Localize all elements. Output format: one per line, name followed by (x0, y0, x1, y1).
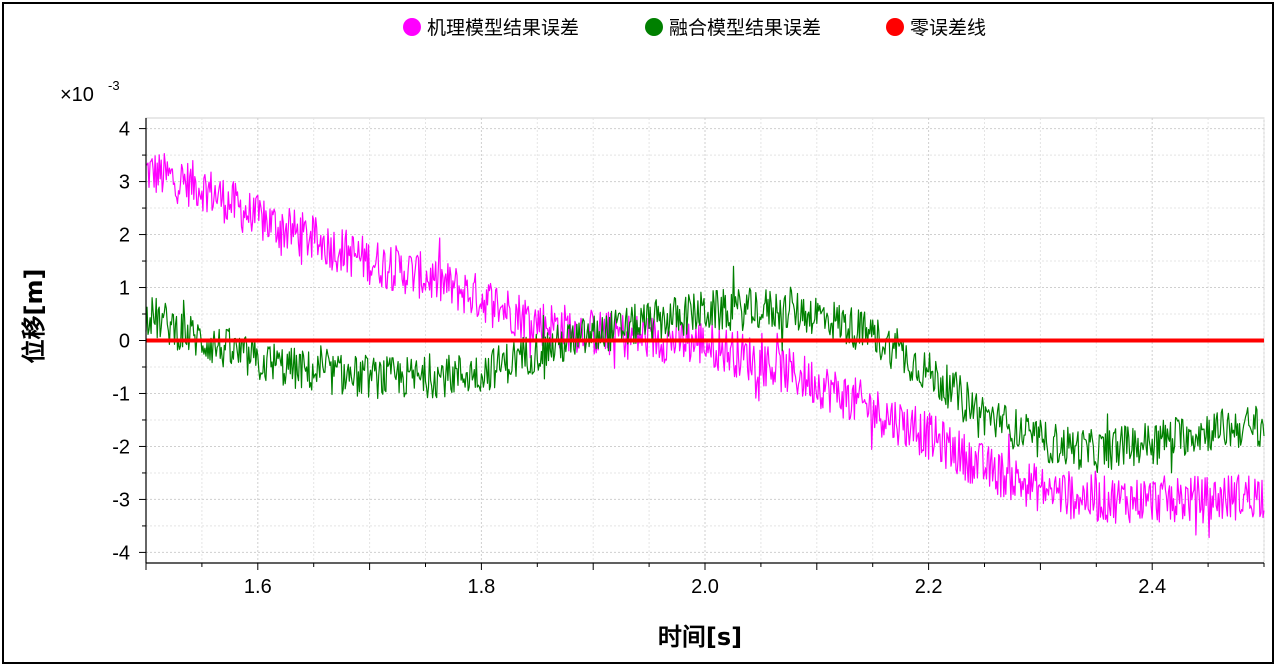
y-tick-label: 3 (119, 172, 130, 194)
legend-item-zero[interactable]: 零误差线 (886, 17, 986, 39)
legend: 机理模型结果误差 融合模型结果误差 零误差线 (403, 17, 986, 39)
legend-item-fusion[interactable]: 融合模型结果误差 (645, 17, 821, 39)
y-axis-title: 位移[m] (20, 269, 48, 364)
y-tick-label: 1 (119, 278, 130, 300)
x-axis-title: 时间[s] (658, 623, 742, 651)
x-tick-label: 2.2 (915, 576, 943, 598)
y-multiplier-exponent: -3 (108, 78, 120, 93)
legend-label-mechanism: 机理模型结果误差 (427, 17, 579, 39)
series-line-0 (145, 153, 1265, 539)
x-tick-label: 1.8 (467, 576, 495, 598)
y-tick-label: 2 (119, 225, 130, 247)
y-tick-label: -2 (112, 436, 130, 458)
y-tick-label: -3 (112, 489, 130, 511)
x-tick-label: 2.0 (691, 576, 719, 598)
legend-item-mechanism[interactable]: 机理模型结果误差 (403, 17, 579, 39)
y-multiplier: ×10 -3 (60, 78, 120, 106)
series-line-1 (145, 265, 1265, 474)
y-tick-label: 0 (119, 331, 130, 353)
y-multiplier-base: ×10 (60, 84, 94, 106)
y-tick-label: 4 (119, 119, 130, 141)
x-tick-label: 1.6 (244, 576, 272, 598)
legend-label-fusion: 融合模型结果误差 (669, 17, 821, 39)
y-tick-label: -1 (112, 383, 130, 405)
legend-marker-zero (886, 18, 904, 36)
legend-marker-mechanism (403, 18, 421, 36)
axes (139, 118, 1265, 570)
y-tick-label: -4 (112, 542, 130, 564)
legend-label-zero: 零误差线 (910, 17, 986, 39)
legend-marker-fusion (645, 18, 663, 36)
series-layer (145, 153, 1265, 539)
tick-labels: 1.6 1.8 2.0 2.2 2.4 4 3 2 1 0 -1 -2 -3 -4 (112, 119, 1166, 598)
x-tick-label: 2.4 (1138, 576, 1166, 598)
